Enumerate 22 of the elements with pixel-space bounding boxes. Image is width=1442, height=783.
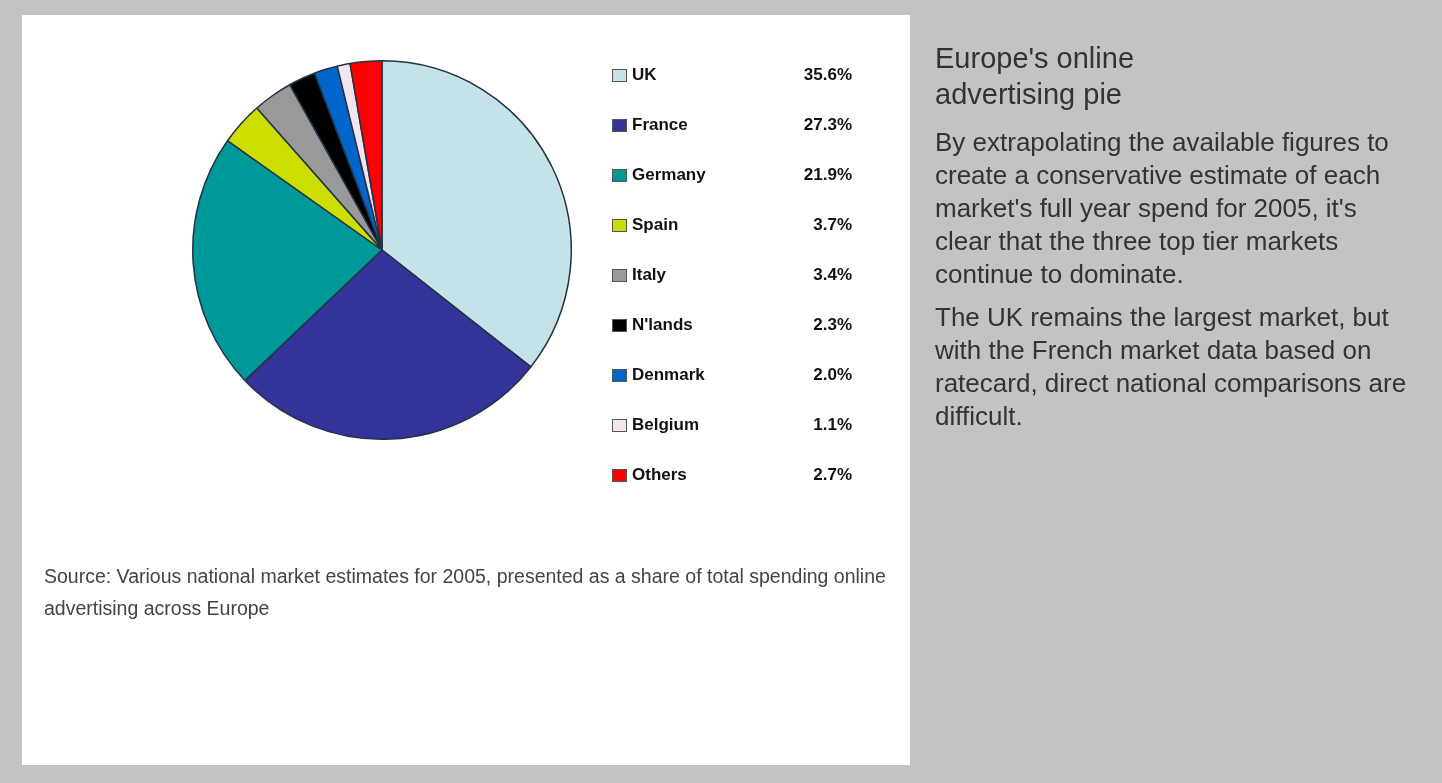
legend-label: UK <box>632 65 658 85</box>
data-label: 2.7% <box>812 465 852 485</box>
data-label: 2.0% <box>812 365 852 385</box>
text: By extrapolating the available figures to create a conservative estimate of each market's full year spend for 2005, it's clear that the three top tier markets continue to dominate. <box>935 126 1390 291</box>
legend-label: Spain <box>632 215 680 235</box>
legend-label: N'lands <box>632 315 694 335</box>
legend-label: Others <box>632 465 688 485</box>
source-note: Source: Various national market estimates for 2005, presented as a share of total spending online advertising across Europe <box>43 564 887 621</box>
data-label: 2.3% <box>812 315 852 335</box>
data-label: 35.6% <box>802 65 852 85</box>
data-label: 21.9% <box>802 165 852 185</box>
legend-label: Denmark <box>632 365 706 385</box>
data-label: 27.3% <box>802 115 852 135</box>
data-label: 1.1% <box>812 415 852 435</box>
data-label: 3.7% <box>812 215 852 235</box>
data-label: 3.4% <box>812 265 852 285</box>
legend-label: Belgium <box>632 415 701 435</box>
text: The UK remains the largest market, but with the French market data based on ratecard, direct national comparisons are difficult. <box>935 301 1408 433</box>
text: Europe's online advertising pie <box>935 41 1135 112</box>
legend-label: Germany <box>632 165 707 185</box>
legend-label: France <box>632 115 689 135</box>
legend-label: Italy <box>632 265 668 285</box>
